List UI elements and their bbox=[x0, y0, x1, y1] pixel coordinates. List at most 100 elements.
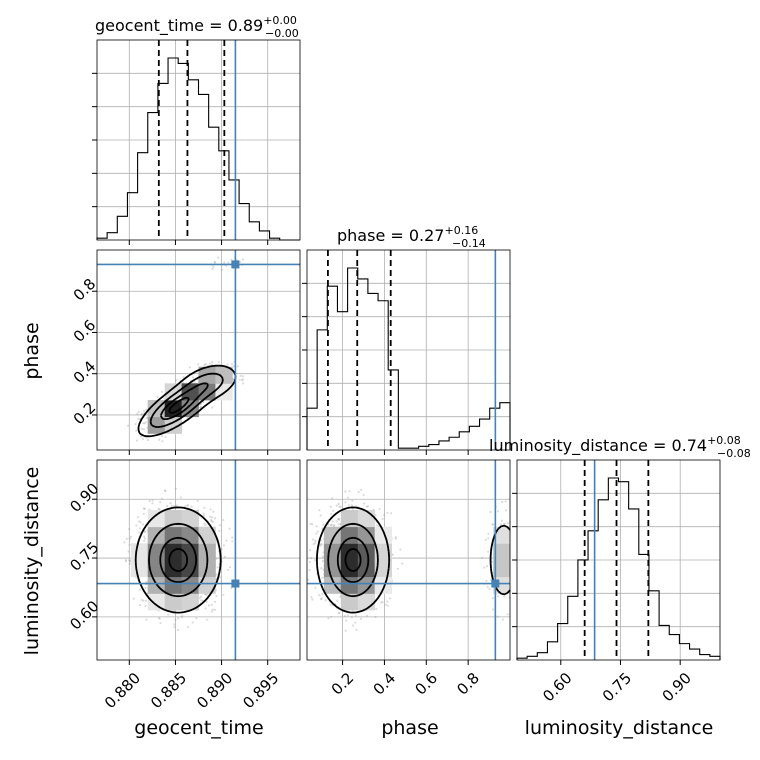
scatter-point bbox=[320, 543, 323, 546]
scatter-point bbox=[327, 617, 330, 620]
scatter-point bbox=[222, 544, 225, 547]
scatter-point bbox=[501, 500, 504, 504]
scatter-point bbox=[210, 603, 213, 606]
scatter-point bbox=[352, 624, 355, 627]
scatter-point bbox=[345, 619, 348, 622]
scatter-point bbox=[231, 540, 234, 543]
scatter-point bbox=[382, 513, 386, 517]
scatter-point bbox=[151, 499, 154, 502]
scatter-point bbox=[333, 523, 336, 526]
scatter-point bbox=[135, 439, 138, 442]
scatter-point bbox=[220, 548, 223, 551]
scatter-point bbox=[314, 586, 317, 589]
scatter-point bbox=[164, 435, 167, 438]
scatter-point bbox=[355, 628, 358, 632]
density-cell bbox=[164, 510, 182, 528]
scatter-point bbox=[321, 576, 324, 580]
density-cell bbox=[493, 543, 511, 561]
scatter-point bbox=[487, 532, 490, 535]
scatter-point bbox=[497, 595, 500, 598]
scatter-point bbox=[211, 267, 214, 271]
scatter-point bbox=[228, 527, 231, 531]
scatter-point bbox=[222, 519, 225, 522]
density-cell bbox=[147, 510, 165, 528]
scatter-point bbox=[335, 504, 338, 507]
scatter-point bbox=[242, 382, 245, 385]
contour-level-1 bbox=[149, 372, 224, 428]
ytick-label-phase-3: 0.8 bbox=[70, 275, 100, 305]
scatter-point bbox=[145, 408, 148, 411]
density-cell bbox=[323, 576, 342, 594]
scatter-point bbox=[200, 599, 203, 602]
density-cell bbox=[357, 526, 376, 544]
scatter-point bbox=[381, 601, 384, 604]
scatter-point bbox=[309, 522, 312, 526]
scatter-point bbox=[315, 525, 318, 528]
title-geocent-time: geocent_time = 0.89+0.00 −0.00 bbox=[95, 14, 299, 40]
scatter-point bbox=[135, 429, 138, 432]
scatter-point bbox=[365, 505, 369, 508]
scatter-point bbox=[140, 598, 143, 602]
scatter-point bbox=[394, 537, 397, 540]
scatter-point bbox=[186, 504, 189, 507]
scatter-point bbox=[137, 410, 140, 414]
xtick-label-luminosity-distance-0: 0.60 bbox=[539, 669, 575, 705]
scatter-point bbox=[214, 600, 217, 603]
scatter-point bbox=[354, 614, 357, 617]
scatter-point bbox=[157, 507, 160, 510]
scatter-point bbox=[320, 598, 323, 601]
scatter-point bbox=[196, 499, 199, 503]
histogram-geocent-time bbox=[96, 57, 300, 241]
scatter-point bbox=[378, 508, 381, 511]
scatter-point bbox=[129, 535, 133, 538]
scatter-point bbox=[124, 558, 127, 562]
scatter-point bbox=[170, 504, 173, 508]
scatter-point bbox=[128, 543, 131, 547]
density-cell bbox=[340, 593, 359, 611]
scatter-point bbox=[205, 600, 208, 603]
scatter-point bbox=[212, 510, 215, 513]
scatter-point bbox=[319, 544, 322, 547]
scatter-point bbox=[350, 616, 353, 619]
scatter-point bbox=[159, 622, 162, 625]
scatter-point bbox=[347, 504, 350, 507]
scatter-point bbox=[210, 610, 213, 613]
scatter-point bbox=[124, 560, 127, 563]
scatter-point bbox=[230, 363, 234, 366]
scatter-point bbox=[198, 596, 201, 600]
scatter-point bbox=[199, 595, 203, 598]
scatter-point bbox=[384, 603, 387, 606]
scatter-point bbox=[143, 531, 147, 534]
scatter-point bbox=[142, 428, 145, 431]
scatter-point bbox=[320, 597, 323, 600]
scatter-point bbox=[141, 437, 145, 441]
scatter-point bbox=[142, 523, 145, 526]
xtick-label-phase-2: 0.6 bbox=[411, 669, 441, 699]
scatter-point bbox=[322, 523, 325, 526]
scatter-point bbox=[239, 260, 242, 263]
contour-level-0 bbox=[134, 506, 222, 614]
scatter-point bbox=[481, 557, 484, 560]
density-cell bbox=[357, 510, 376, 528]
scatter-point bbox=[394, 536, 397, 539]
scatter-point bbox=[223, 261, 226, 264]
scatter-point bbox=[227, 261, 230, 264]
ytick-label-phase-1: 0.4 bbox=[70, 357, 100, 387]
density-cell bbox=[215, 366, 233, 384]
density-cell bbox=[340, 576, 359, 594]
scatter-point bbox=[159, 501, 162, 504]
scatter-point bbox=[144, 537, 147, 540]
density-cell bbox=[198, 383, 216, 401]
scatter-point bbox=[140, 427, 143, 430]
scatter-point bbox=[236, 365, 239, 368]
scatter-point bbox=[226, 568, 229, 571]
title-luminosity-distance-main: luminosity_distance = 0.74 bbox=[489, 436, 707, 456]
scatter-point bbox=[315, 532, 318, 535]
scatter-point bbox=[346, 496, 350, 499]
scatter-point bbox=[213, 608, 217, 612]
scatter-point bbox=[386, 511, 389, 514]
scatter-point bbox=[181, 614, 184, 618]
scatter-point bbox=[483, 566, 486, 569]
scatter-point bbox=[343, 615, 347, 618]
histogram-luminosity-distance bbox=[516, 477, 721, 660]
